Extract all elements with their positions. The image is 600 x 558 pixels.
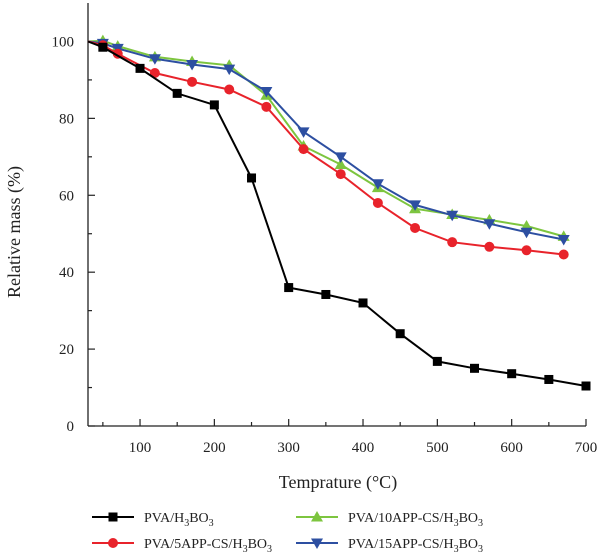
x-tick-label: 700 <box>575 440 598 456</box>
x-tick-label: 500 <box>426 440 449 456</box>
data-point <box>223 64 236 76</box>
data-point <box>149 67 160 78</box>
data-point <box>581 381 591 391</box>
x-tick-label: 300 <box>277 440 300 456</box>
data-point <box>298 144 309 155</box>
data-point <box>334 158 347 170</box>
y-tick-label: 60 <box>59 188 74 204</box>
data-point <box>470 363 480 373</box>
data-point <box>209 100 219 110</box>
plot-frame <box>87 3 586 427</box>
y-tick-label: 100 <box>52 34 75 50</box>
x-axis-title: Temprature (°C) <box>279 472 397 493</box>
data-point <box>395 329 405 339</box>
x-axis: 100 200 300 400 500 600 700 <box>102 419 598 456</box>
legend-item: PVA/15APP-CS/H3BO3 <box>296 537 483 555</box>
data-point <box>261 101 272 112</box>
data-point <box>544 374 554 384</box>
data-point <box>432 356 442 366</box>
data-point <box>187 76 198 87</box>
data-point <box>409 200 422 211</box>
legend-label: PVA/5APP-CS/H3BO3 <box>144 537 272 555</box>
y-tick-label: 80 <box>59 111 74 127</box>
y-tick-label: 0 <box>67 419 75 435</box>
x-tick-label: 100 <box>129 440 152 456</box>
data-point <box>447 237 458 248</box>
data-point <box>371 179 384 190</box>
series-2 <box>87 40 569 260</box>
data-point <box>335 169 346 180</box>
legend-swatch-marker <box>311 538 323 549</box>
legend: PVA/H3BO3 PVA/5APP-CS/H3BO3 PVA/10APP-CS/H… <box>92 511 483 555</box>
data-point <box>172 88 182 98</box>
data-point <box>321 289 331 299</box>
series-line <box>87 40 587 387</box>
data-point <box>284 283 294 293</box>
data-point <box>260 86 273 98</box>
data-point <box>483 219 496 230</box>
legend-item: PVA/5APP-CS/H3BO3 <box>92 537 272 555</box>
data-point <box>297 127 310 138</box>
series-layer <box>87 34 591 391</box>
legend-label: PVA/10APP-CS/H3BO3 <box>348 511 483 529</box>
x-tick-label: 400 <box>352 440 375 456</box>
data-point <box>135 63 145 73</box>
data-point <box>410 222 421 233</box>
x-tick-label: 600 <box>500 440 523 456</box>
data-point <box>358 298 368 308</box>
legend-item: PVA/10APP-CS/H3BO3 <box>296 511 483 529</box>
data-point <box>334 152 347 163</box>
y-tick-label: 20 <box>59 342 74 358</box>
legend-swatch-marker <box>108 538 118 548</box>
series-line <box>87 39 564 238</box>
data-point <box>247 173 257 183</box>
legend-label: PVA/H3BO3 <box>144 511 214 529</box>
data-point <box>98 42 108 52</box>
x-tick-label: 200 <box>203 440 226 456</box>
series-4 <box>87 38 570 246</box>
data-point <box>224 84 235 95</box>
data-point <box>446 210 459 222</box>
legend-label: PVA/15APP-CS/H3BO3 <box>348 537 483 555</box>
y-axis-title: Relative mass (%) <box>4 166 25 298</box>
data-point <box>484 241 495 252</box>
data-point <box>372 197 383 208</box>
data-point <box>558 249 569 260</box>
data-point <box>507 369 517 379</box>
data-point <box>148 54 161 65</box>
y-tick-label: 40 <box>59 265 74 281</box>
data-point <box>521 245 532 256</box>
data-point <box>186 60 199 71</box>
data-point <box>520 227 533 239</box>
legend-swatch-marker <box>311 511 323 522</box>
legend-swatch-marker <box>108 512 118 522</box>
legend-item: PVA/H3BO3 <box>92 511 214 529</box>
series-3 <box>87 34 570 241</box>
data-point <box>557 234 570 246</box>
series-1 <box>87 40 591 391</box>
